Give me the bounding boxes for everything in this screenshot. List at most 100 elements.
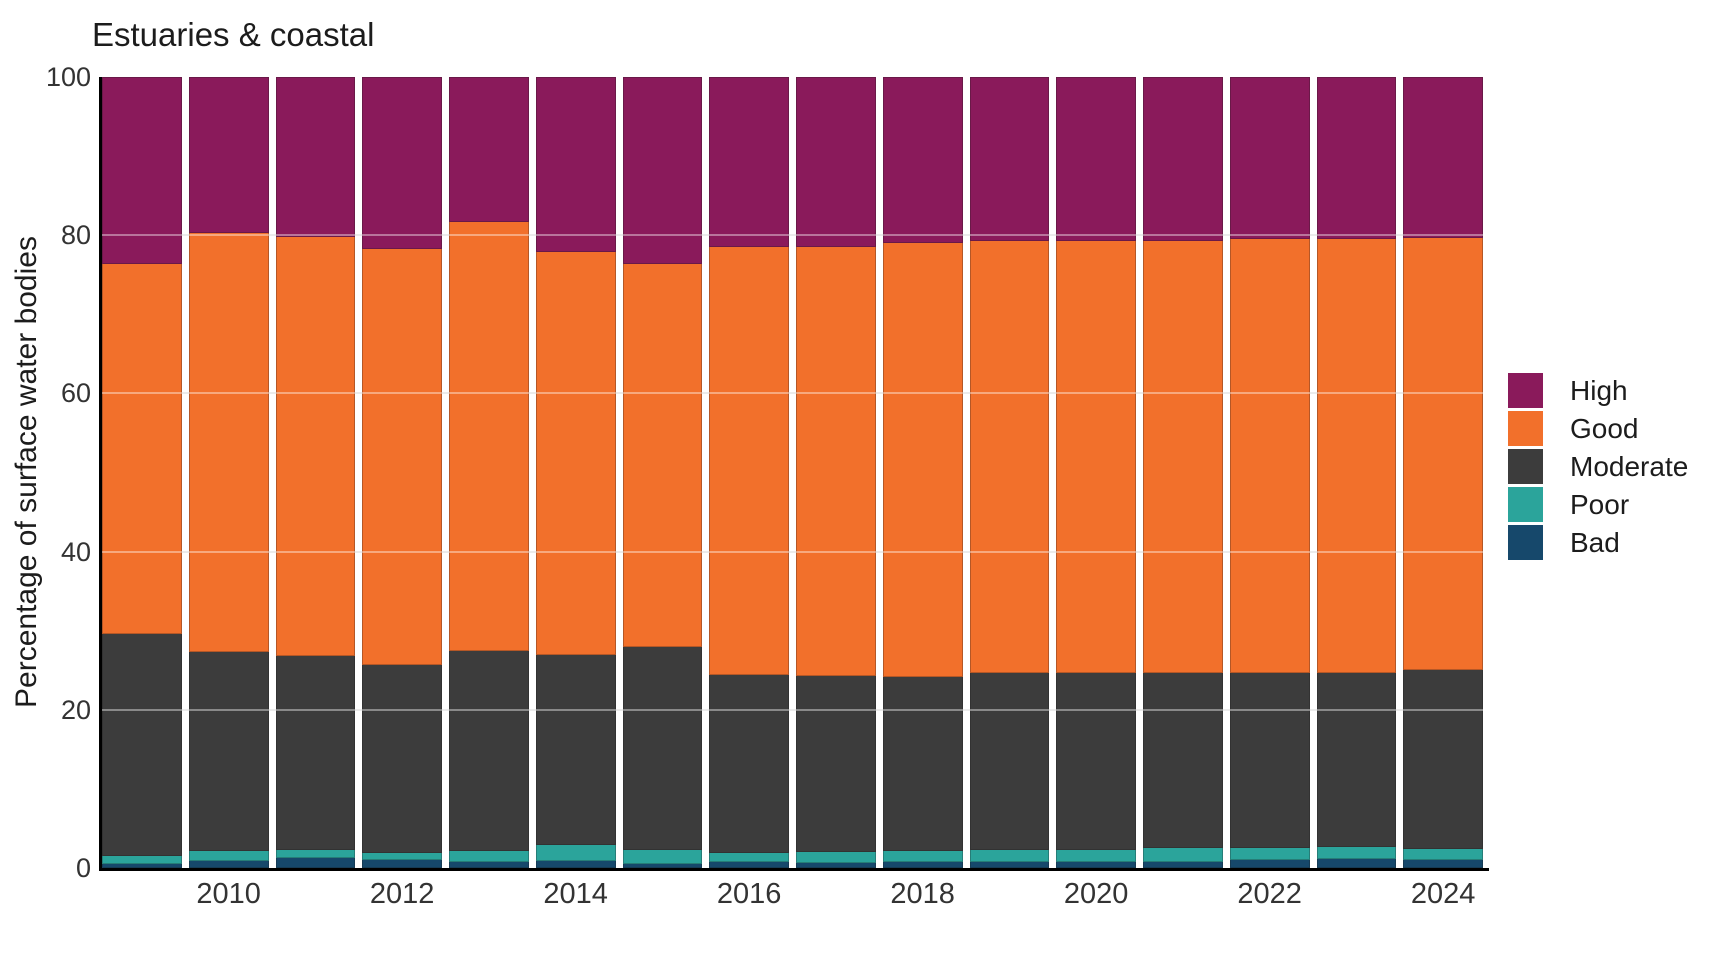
legend-swatch-poor — [1508, 487, 1543, 522]
bar-2022 — [1229, 77, 1310, 868]
segment-high-2012 — [362, 77, 442, 249]
segment-bad-2022 — [1229, 860, 1310, 868]
x-tick-2016: 2016 — [716, 878, 782, 910]
legend-swatch-moderate — [1508, 449, 1543, 484]
legend-swatch-good — [1508, 411, 1543, 446]
segment-moderate-2020 — [1056, 673, 1136, 850]
segment-good-2012 — [362, 248, 442, 666]
segment-poor-2011 — [275, 849, 356, 859]
legend: High Good Moderate Poor Bad — [1508, 373, 1688, 563]
segment-bad-2015 — [622, 864, 703, 868]
legend-row-bad: Bad — [1508, 525, 1688, 560]
x-axis-line — [99, 868, 1489, 871]
segment-good-2011 — [275, 236, 356, 656]
segment-moderate-2010 — [188, 652, 269, 852]
legend-swatch-high — [1508, 373, 1543, 408]
bar-2011 — [275, 77, 356, 868]
segment-high-2009 — [102, 77, 182, 264]
legend-row-high: High — [1508, 373, 1688, 408]
bar-2024 — [1403, 77, 1483, 868]
segment-moderate-2012 — [362, 665, 442, 853]
x-tick-2024: 2024 — [1410, 878, 1476, 910]
x-tick-2010: 2010 — [196, 878, 261, 910]
segment-high-2017 — [796, 77, 876, 248]
segment-bad-2013 — [449, 861, 529, 868]
segment-moderate-2022 — [1229, 673, 1310, 849]
segment-moderate-2018 — [882, 676, 963, 852]
x-tick-2014: 2014 — [543, 878, 608, 910]
segment-moderate-2009 — [102, 633, 182, 857]
segment-high-2024 — [1403, 77, 1483, 238]
legend-label-high: High — [1570, 374, 1628, 406]
segment-good-2013 — [449, 221, 529, 652]
segment-moderate-2023 — [1316, 672, 1397, 848]
segment-bad-2009 — [102, 864, 182, 868]
segment-poor-2010 — [188, 851, 269, 861]
y-tick-60: 60 — [60, 378, 91, 409]
bar-2019 — [969, 77, 1050, 868]
segment-bad-2019 — [969, 862, 1050, 868]
bar-2016 — [709, 77, 789, 868]
segment-high-2019 — [969, 77, 1050, 241]
segment-good-2018 — [882, 243, 963, 677]
segment-good-2016 — [709, 247, 789, 675]
y-axis-line — [99, 77, 102, 871]
gridline-80 — [102, 234, 1483, 237]
legend-label-poor: Poor — [1570, 488, 1630, 520]
y-tick-80: 80 — [60, 220, 91, 251]
segment-good-2024 — [1403, 237, 1483, 671]
bar-2012 — [362, 77, 442, 868]
segment-moderate-2016 — [709, 674, 789, 853]
legend-label-bad: Bad — [1570, 526, 1620, 558]
x-tick-2020: 2020 — [1063, 878, 1129, 910]
segment-good-2017 — [796, 247, 876, 676]
segment-good-2014 — [535, 251, 616, 656]
segment-high-2021 — [1143, 77, 1223, 241]
segment-high-2014 — [535, 77, 616, 252]
segment-poor-2024 — [1403, 849, 1483, 861]
bar-2018 — [882, 77, 963, 868]
segment-high-2016 — [709, 77, 789, 248]
y-tick-20: 20 — [60, 694, 91, 725]
segment-moderate-2021 — [1143, 673, 1223, 849]
gridline-40 — [102, 550, 1483, 553]
chart-title: Estuaries & coastal — [92, 16, 375, 53]
segment-poor-2017 — [796, 852, 876, 864]
segment-bad-2023 — [1316, 859, 1397, 868]
segment-poor-2018 — [882, 851, 963, 862]
segment-poor-2015 — [622, 849, 703, 865]
bar-2021 — [1143, 77, 1223, 868]
y-tick-100: 100 — [45, 62, 91, 92]
segment-poor-2019 — [969, 849, 1050, 863]
segment-high-2020 — [1056, 77, 1136, 241]
segment-high-2023 — [1316, 77, 1397, 240]
segment-poor-2009 — [102, 856, 182, 865]
y-axis-title: Percentage of surface water bodies — [10, 236, 43, 708]
segment-poor-2012 — [362, 852, 442, 861]
segment-good-2010 — [188, 232, 269, 653]
segment-bad-2014 — [535, 860, 616, 868]
segment-bad-2018 — [882, 861, 963, 868]
segment-high-2022 — [1229, 77, 1310, 240]
segment-high-2011 — [275, 77, 356, 237]
segment-poor-2023 — [1316, 847, 1397, 860]
legend-swatch-bad — [1508, 525, 1543, 560]
gridline-60 — [102, 392, 1483, 395]
segment-good-2022 — [1229, 239, 1310, 674]
segment-good-2009 — [102, 263, 182, 634]
segment-bad-2012 — [362, 860, 442, 868]
x-tick-2022: 2022 — [1237, 878, 1302, 910]
segment-poor-2013 — [449, 850, 529, 862]
bar-2014 — [535, 77, 616, 868]
legend-row-moderate: Moderate — [1508, 449, 1688, 484]
segment-good-2019 — [969, 240, 1050, 674]
segment-good-2020 — [1056, 240, 1136, 674]
segment-bad-2010 — [188, 860, 269, 868]
segment-moderate-2019 — [969, 673, 1050, 850]
legend-row-good: Good — [1508, 411, 1688, 446]
legend-label-good: Good — [1570, 412, 1639, 444]
segment-bad-2021 — [1143, 861, 1223, 868]
segment-poor-2021 — [1143, 848, 1223, 862]
segment-moderate-2014 — [535, 655, 616, 846]
